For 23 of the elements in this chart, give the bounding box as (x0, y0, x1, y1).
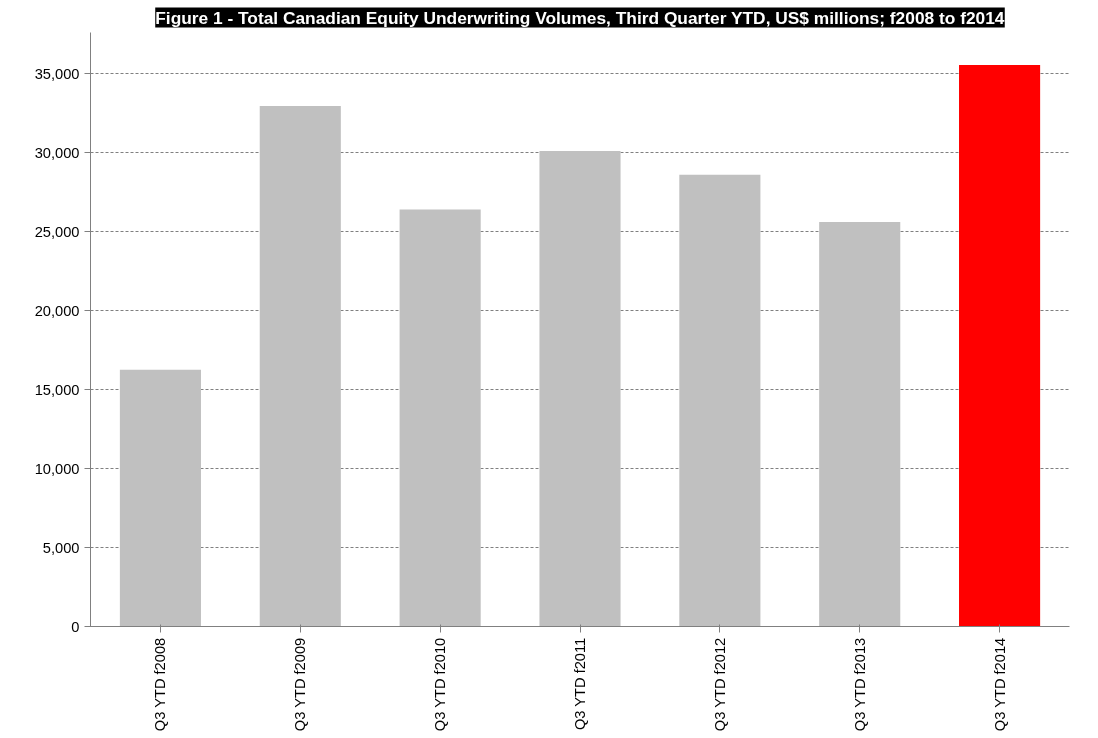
x-tick-label: Q3 YTD f2008 (152, 637, 169, 732)
bar (119, 369, 201, 627)
y-tick-label: 35,000 (34, 65, 80, 82)
x-tick-label: Q3 YTD f2011 (572, 637, 588, 731)
bar (399, 209, 481, 627)
x-tick-label: Q3 YTD f2010 (432, 637, 449, 732)
bar (259, 105, 341, 627)
bar (959, 64, 1041, 627)
y-tick-label: 20,000 (34, 302, 80, 319)
bar (819, 222, 901, 627)
x-tick-label: Q3 YTD f2013 (851, 637, 868, 732)
y-tick-label: 0 (71, 618, 80, 635)
y-tick-label: 25,000 (34, 223, 80, 240)
y-tick-label: 30,000 (34, 144, 80, 161)
x-tick-label: Q3 YTD f2014 (991, 637, 1008, 732)
bar (679, 174, 761, 627)
chart-title: Figure 1 - Total Canadian Equity Underwriting Volumes, Third Quarter YTD, US$ millions; f2008 to f2014 (155, 7, 1005, 28)
y-tick-label: 10,000 (34, 460, 80, 477)
y-tick-label: 5,000 (42, 539, 80, 556)
x-tick-label: Q3 YTD f2012 (711, 637, 728, 732)
bar (539, 150, 621, 627)
x-tick-label: Q3 YTD f2009 (292, 637, 309, 732)
y-tick-label: 15,000 (34, 381, 80, 398)
